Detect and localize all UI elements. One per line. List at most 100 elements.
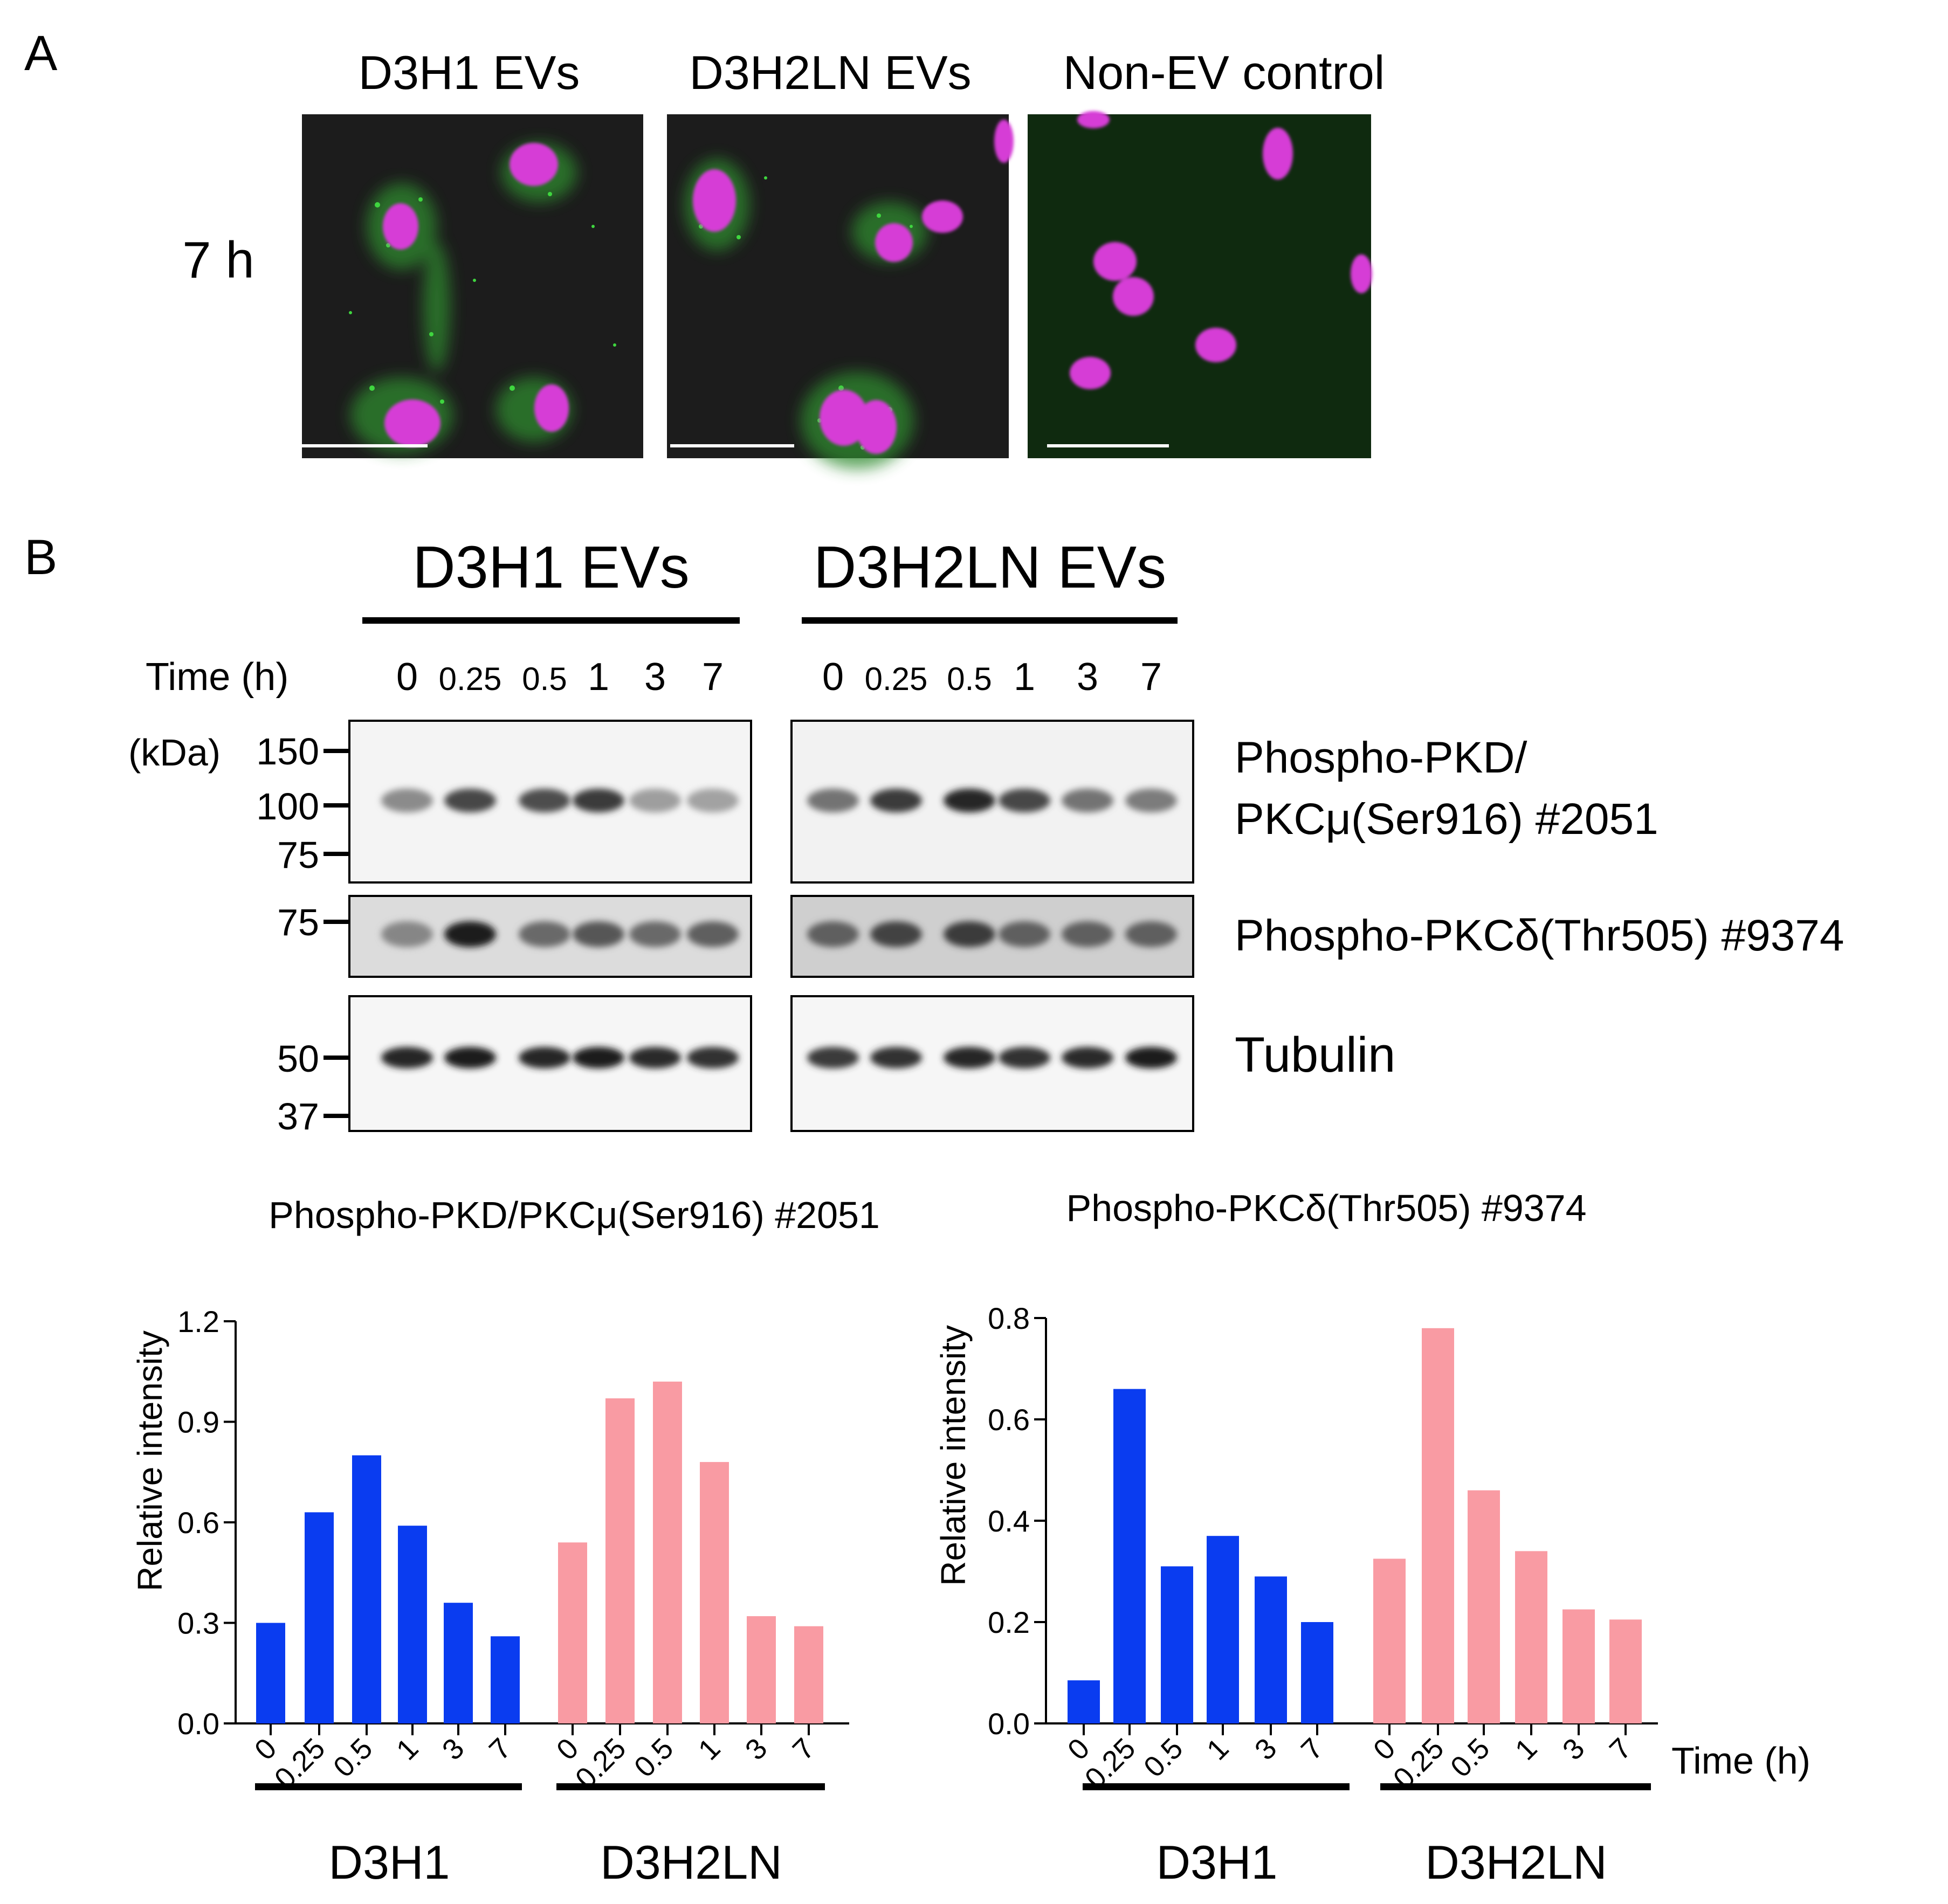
x-tick-label: 1 <box>1509 1732 1544 1767</box>
blot-band-pkd <box>870 789 922 812</box>
column-label-non-ev: Non-EV control <box>1063 46 1385 99</box>
blot-band-pkc <box>1125 921 1177 947</box>
blot-band-pkc <box>687 921 739 947</box>
bar-d3h2ln-7 <box>794 1626 823 1723</box>
blot-frame-tubulin-d3h2ln <box>790 995 1194 1132</box>
group-underline-d3h1 <box>362 617 740 624</box>
bar-d3h1-1 <box>398 1526 427 1723</box>
bar-d3h2ln-0.5 <box>653 1381 682 1723</box>
column-label-d3h2ln: D3H2LN EVs <box>689 46 971 99</box>
group-underline-d3h2ln <box>1380 1783 1651 1790</box>
group-underline-d3h2ln <box>802 617 1178 624</box>
y-tick-label: 0.0 <box>177 1707 219 1741</box>
x-tick-label: 0.5 <box>1444 1732 1496 1784</box>
blot-band-pkd <box>807 789 859 812</box>
time-label-7h: 7 h <box>182 231 254 289</box>
bar-d3h1-0.5 <box>352 1455 381 1723</box>
blot-band-pkc <box>807 921 859 947</box>
y-tick-label: 0.2 <box>988 1605 1030 1639</box>
y-ticks: 0.0 0.2 0.4 0.6 0.8 <box>988 1301 1046 1741</box>
group-label-d3h2ln: D3H2LN <box>1425 1836 1607 1889</box>
time-header: Time (h) <box>146 656 288 699</box>
bar-d3h1-0.25 <box>1113 1389 1146 1723</box>
bar-d3h1-0.5 <box>1161 1566 1193 1723</box>
x-tick-label: 1 <box>1201 1732 1235 1767</box>
x-tick-label: 1 <box>390 1732 425 1767</box>
blot-band-pkd <box>687 789 739 812</box>
x-tick-label: 0.5 <box>628 1732 680 1784</box>
x-tick-label: 0 <box>1367 1732 1402 1767</box>
group-title-d3h1: D3H1 EVs <box>412 534 690 601</box>
group-label-d3h2ln: D3H2LN <box>600 1836 782 1889</box>
bar-d3h1-3 <box>1255 1576 1287 1723</box>
blot-band-tubulin <box>381 1047 433 1068</box>
bar-d3h2ln-1 <box>1515 1551 1547 1723</box>
time-tick-label: 1 <box>1014 656 1035 699</box>
bar-d3h2ln-0 <box>558 1542 587 1723</box>
bar-d3h2ln-7 <box>1609 1619 1642 1723</box>
panel-a-label: A <box>24 26 58 81</box>
blot-band-pkd <box>1062 789 1113 812</box>
y-tick-label: 0.6 <box>177 1506 219 1540</box>
blot-band-pkd <box>629 789 681 812</box>
blot-band-tubulin <box>629 1047 681 1068</box>
bar-d3h1-0 <box>1068 1680 1100 1723</box>
y-tick-label: 0.3 <box>177 1606 219 1640</box>
x-tick-label: 3 <box>1249 1732 1283 1767</box>
bar-d3h1-7 <box>491 1636 520 1723</box>
blot-band-pkd <box>444 789 496 812</box>
time-tick-label: 7 <box>1140 656 1162 699</box>
bar-d3h2ln-0 <box>1373 1558 1406 1723</box>
x-tick-label: 7 <box>1603 1732 1638 1767</box>
panel-b-label: B <box>24 530 57 585</box>
y-axis-label: Relative intensity <box>934 1325 973 1586</box>
x-tick-label: 1 <box>692 1732 727 1767</box>
group-underline-d3h1 <box>255 1783 522 1790</box>
blot-band-tubulin <box>807 1047 859 1068</box>
time-tick-label: 0 <box>822 656 844 699</box>
blot-band-pkc <box>870 921 922 947</box>
bar-d3h2ln-0.5 <box>1468 1490 1500 1723</box>
blot-label-pkc: Phospho-PKCδ(Thr505) #9374 <box>1235 911 1844 960</box>
group-title-d3h2ln: D3H2LN EVs <box>814 534 1166 601</box>
group-label-d3h1: D3H1 <box>329 1836 450 1889</box>
chart-title: Phospho-PKD/PKCμ(Ser916) #2051 <box>269 1194 880 1236</box>
blot-band-pkc <box>381 921 433 947</box>
panel-a: A D3H1 EVs D3H2LN EVs Non-EV control 7 h <box>24 26 1385 469</box>
bar-d3h2ln-1 <box>700 1462 729 1723</box>
marker-ticks <box>323 749 349 1118</box>
blot-band-tubulin <box>573 1047 624 1068</box>
marker-75-mid: 75 <box>277 901 319 943</box>
bar-d3h1-7 <box>1301 1622 1333 1723</box>
bar-d3h1-1 <box>1207 1536 1239 1723</box>
panel-b-blots: B D3H1 EVs D3H2LN EVs Time (h) 0 0.25 0.5 1… <box>24 530 1844 1137</box>
blot-band-tubulin <box>999 1047 1050 1068</box>
blot-band-pkc <box>444 921 496 947</box>
time-tick-label: 0.25 <box>439 661 502 697</box>
blot-band-tubulin <box>870 1047 922 1068</box>
chart-pkc: Phospho-PKCδ(Thr505) #9374 Relative inte… <box>934 1187 1811 1889</box>
group-underline-d3h1 <box>1083 1783 1350 1790</box>
time-tick-label: 0.5 <box>947 661 992 697</box>
blot-band-pkd <box>1125 789 1177 812</box>
blot-band-pkc <box>519 921 570 947</box>
x-tick-label: 0.5 <box>327 1732 379 1784</box>
time-tick-labels: 0 0.25 0.5 1 3 7 0 0.25 0.5 1 3 7 <box>396 656 1162 699</box>
y-tick-label: 0.8 <box>988 1301 1030 1335</box>
blot-band-pkd <box>944 789 995 812</box>
marker-75-top: 75 <box>277 834 319 876</box>
time-tick-label: 0.5 <box>522 661 567 697</box>
time-tick-label: 3 <box>644 656 666 699</box>
chart-pkd: Phospho-PKD/PKCμ(Ser916) #2051 Relative … <box>130 1194 880 1889</box>
bar-d3h2ln-3 <box>747 1616 776 1723</box>
bar-d3h2ln-0.25 <box>605 1398 635 1723</box>
x-tick-label: 3 <box>739 1732 774 1767</box>
blot-label-pkd-line2: PKCμ(Ser916) #2051 <box>1235 795 1658 844</box>
x-tick-label: 3 <box>436 1732 471 1767</box>
y-ticks: 0.0 0.3 0.6 0.9 1.2 <box>177 1305 236 1741</box>
column-label-d3h1: D3H1 EVs <box>359 46 580 99</box>
marker-100: 100 <box>256 785 319 827</box>
x-tick-label: 7 <box>787 1732 821 1767</box>
bars <box>1068 1328 1642 1723</box>
